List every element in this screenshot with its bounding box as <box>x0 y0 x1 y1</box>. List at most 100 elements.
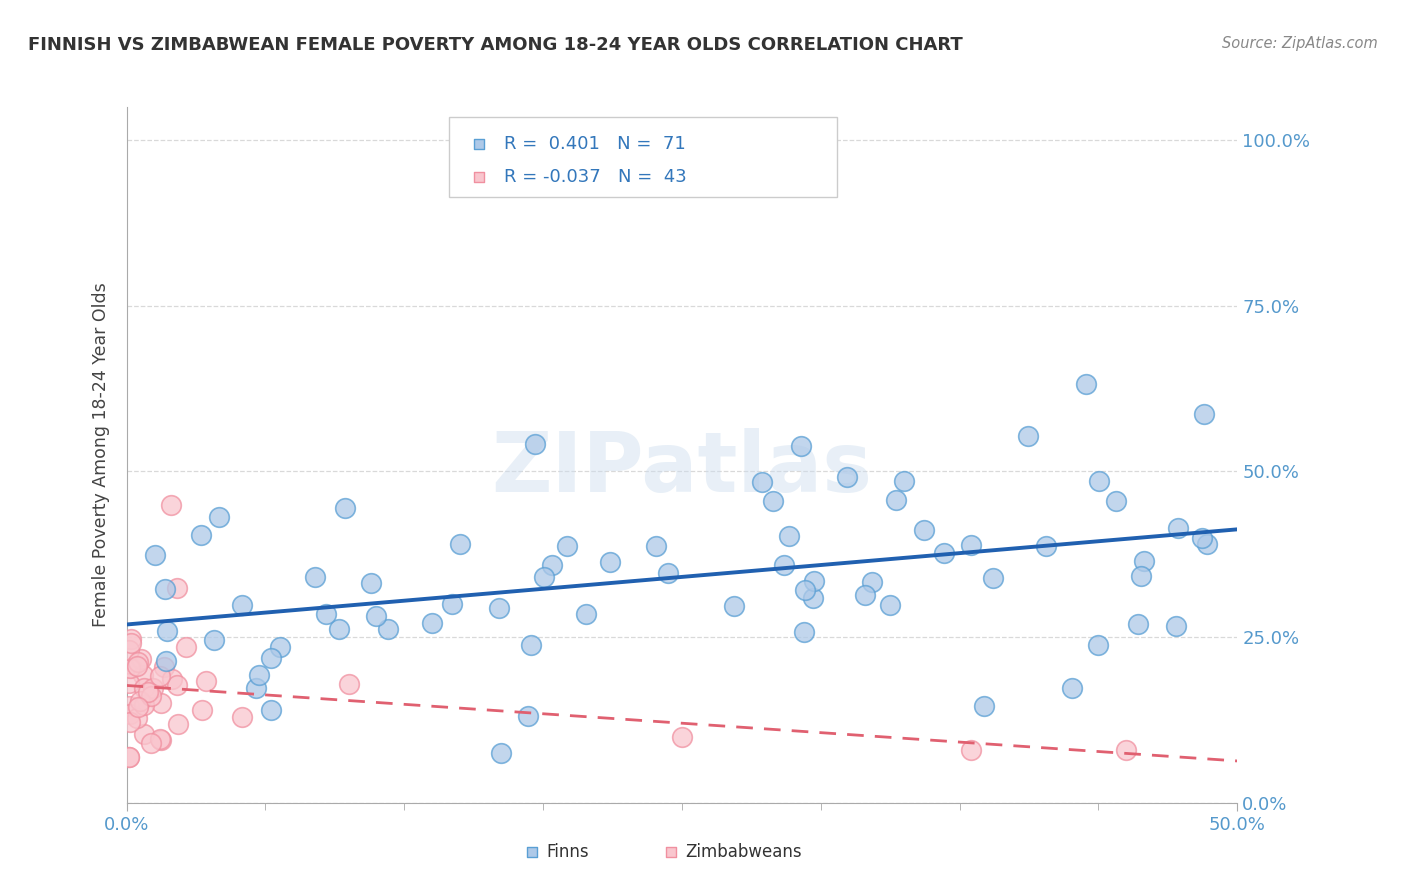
Point <box>1204 842 1226 856</box>
Point <box>118 706 141 721</box>
Point <box>143 548 166 562</box>
Point <box>127 700 149 714</box>
Point <box>893 474 915 488</box>
Point <box>1133 554 1156 568</box>
Point <box>166 582 188 596</box>
Point <box>176 640 198 655</box>
Point <box>304 570 326 584</box>
Point <box>790 439 813 453</box>
Point <box>121 661 143 675</box>
Point <box>118 661 141 675</box>
Point <box>441 597 464 611</box>
Point <box>927 842 949 856</box>
Point <box>773 558 796 573</box>
Point <box>794 582 817 597</box>
Point <box>247 667 270 681</box>
Point <box>751 475 773 489</box>
Point <box>142 681 165 695</box>
Point <box>149 732 172 747</box>
Text: R =  0.401   N =  71: R = 0.401 N = 71 <box>505 135 686 153</box>
Point <box>820 199 842 213</box>
Point <box>231 709 253 723</box>
Point <box>420 615 443 630</box>
Point <box>523 436 546 450</box>
Point <box>520 638 543 652</box>
Point <box>1074 377 1097 392</box>
Point <box>517 708 540 723</box>
Text: FINNISH VS ZIMBABWEAN FEMALE POVERTY AMONG 18-24 YEAR OLDS CORRELATION CHART: FINNISH VS ZIMBABWEAN FEMALE POVERTY AMO… <box>28 36 963 54</box>
Text: R = -0.037   N =  43: R = -0.037 N = 43 <box>505 168 688 186</box>
Point <box>778 528 800 542</box>
Point <box>1195 537 1218 551</box>
Point <box>599 555 621 569</box>
Point <box>489 746 512 760</box>
Point <box>118 750 141 764</box>
Point <box>884 493 907 508</box>
Point <box>260 703 283 717</box>
Point <box>1087 638 1109 652</box>
Point <box>202 633 225 648</box>
Point <box>973 699 995 714</box>
Point <box>801 591 824 605</box>
Point <box>190 528 212 542</box>
Point <box>333 500 356 515</box>
Point <box>125 659 148 673</box>
Point <box>120 636 142 650</box>
Point <box>134 681 156 695</box>
Point <box>533 569 555 583</box>
Point <box>860 575 883 590</box>
Point <box>127 655 149 669</box>
Point <box>644 539 666 553</box>
Point <box>120 632 142 646</box>
Point <box>761 494 783 508</box>
Point <box>820 169 842 183</box>
Point <box>1062 681 1084 695</box>
Point <box>540 558 562 573</box>
Point <box>377 622 399 636</box>
Point <box>134 727 156 741</box>
Point <box>366 609 388 624</box>
Text: Zimbabweans: Zimbabweans <box>685 843 801 861</box>
Text: Source: ZipAtlas.com: Source: ZipAtlas.com <box>1222 36 1378 51</box>
Point <box>449 537 471 551</box>
Point <box>315 607 337 622</box>
Point <box>245 681 267 695</box>
Point <box>1115 743 1137 757</box>
Point <box>853 588 876 602</box>
Point <box>118 749 141 764</box>
Point <box>1017 428 1039 442</box>
Point <box>167 716 190 731</box>
Point <box>657 566 679 581</box>
Point <box>575 607 598 621</box>
Point <box>118 643 141 657</box>
Point <box>488 600 510 615</box>
Point <box>132 668 155 682</box>
Text: ZIPatlas: ZIPatlas <box>492 428 872 509</box>
Point <box>671 730 693 744</box>
Point <box>981 571 1004 585</box>
Point <box>118 676 141 690</box>
Point <box>139 736 162 750</box>
Point <box>231 598 253 612</box>
Point <box>1035 539 1057 553</box>
Point <box>1167 521 1189 535</box>
Point <box>139 690 162 704</box>
Point <box>191 703 214 717</box>
Point <box>129 694 152 708</box>
Point <box>155 654 177 668</box>
Point <box>555 539 578 553</box>
Point <box>879 599 901 613</box>
Text: Finns: Finns <box>547 843 589 861</box>
Point <box>960 537 983 551</box>
Y-axis label: Female Poverty Among 18-24 Year Olds: Female Poverty Among 18-24 Year Olds <box>91 283 110 627</box>
Point <box>1129 568 1152 582</box>
Point <box>153 582 176 597</box>
Point <box>136 685 159 699</box>
Point <box>1192 407 1215 421</box>
Point <box>1191 531 1213 545</box>
Point <box>1088 474 1111 488</box>
Point <box>1104 494 1126 508</box>
Point <box>723 599 745 613</box>
Point <box>166 678 188 692</box>
Point <box>160 672 183 686</box>
